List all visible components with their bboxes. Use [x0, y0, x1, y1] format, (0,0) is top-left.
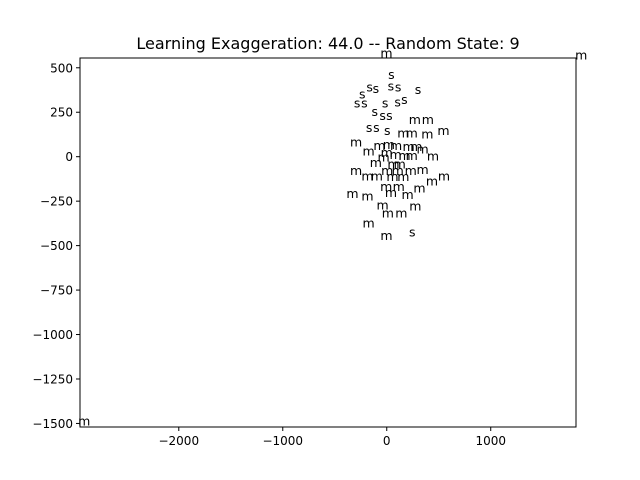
x-tick-label: −1000 — [262, 434, 303, 448]
y-tick-label: −250 — [40, 195, 73, 209]
data-point-label: m — [386, 169, 398, 184]
data-point-label: s — [394, 94, 401, 109]
data-point-label: m — [78, 414, 90, 429]
data-point-label: m — [373, 138, 385, 153]
data-point-label: m — [361, 168, 373, 183]
data-point-label: m — [380, 228, 392, 243]
data-point-label: m — [402, 139, 414, 154]
x-tick-label: 0 — [383, 434, 391, 448]
data-point-label: m — [426, 174, 438, 189]
data-point-label: s — [361, 95, 368, 110]
data-point-label: m — [397, 169, 409, 184]
data-point-label: m — [370, 155, 382, 170]
data-point-label: m — [362, 143, 374, 158]
data-point-label: m — [410, 139, 422, 154]
data-point-label: m — [390, 138, 402, 153]
data-point-label: m — [417, 162, 429, 177]
data-point-label: m — [406, 148, 418, 163]
y-tick-label: 0 — [65, 150, 73, 164]
data-point-label: m — [383, 137, 395, 152]
data-point-label: m — [398, 148, 410, 163]
x-axis: −2000 −1000 0 1000 — [158, 427, 506, 448]
data-point-label: s — [366, 120, 373, 135]
data-point-label: m — [378, 150, 390, 165]
data-point-label: m — [438, 168, 450, 183]
data-point-label: m — [362, 215, 374, 230]
data-point-label: m — [395, 206, 407, 221]
data-point-label: s — [373, 81, 380, 96]
y-tick-label: −1250 — [32, 372, 73, 386]
data-point-label: s — [359, 86, 366, 101]
data-point-label: s — [415, 82, 422, 97]
data-point-label: m — [393, 179, 405, 194]
data-point-label: m — [380, 46, 392, 61]
data-point-label: m — [392, 163, 404, 178]
data-point-label: m — [380, 179, 392, 194]
y-tick-label: −1500 — [32, 417, 73, 431]
data-point-label: m — [350, 163, 362, 178]
data-point-label: m — [413, 181, 425, 196]
data-point-label: m — [422, 112, 434, 127]
data-point-label: m — [575, 47, 587, 62]
data-point-label: m — [397, 126, 409, 141]
data-point-label: s — [409, 224, 416, 239]
data-point-label: s — [379, 108, 386, 123]
data-point-label: m — [405, 163, 417, 178]
data-point-label: s — [366, 79, 373, 94]
y-tick-label: 500 — [50, 61, 73, 75]
plot-area-frame — [79, 57, 577, 428]
data-point-label: m — [406, 126, 418, 141]
data-point-label: m — [371, 168, 383, 183]
y-tick-label: −750 — [40, 284, 73, 298]
data-point-label: s — [382, 95, 389, 110]
data-point-label: m — [401, 187, 413, 202]
data-point-label: s — [388, 78, 395, 93]
data-point-label: m — [409, 198, 421, 213]
y-tick-label: 250 — [50, 106, 73, 120]
data-point-label: s — [372, 104, 379, 119]
x-tick-label: 1000 — [475, 434, 506, 448]
data-point-label: s — [384, 123, 391, 138]
data-point-label: m — [346, 186, 358, 201]
y-axis: 500 250 0 −250 −500 −750 −1000 −1250 −1500 — [32, 61, 80, 431]
data-point-label: m — [394, 157, 406, 172]
data-point-label: m — [409, 112, 421, 127]
data-point-label: m — [350, 134, 362, 149]
data-point-label: m — [381, 163, 393, 178]
data-point-label: m — [381, 145, 393, 160]
data-point-label: s — [388, 67, 395, 82]
x-tick-label: −2000 — [158, 434, 199, 448]
data-point-label: m — [361, 189, 373, 204]
data-point-label: m — [385, 185, 397, 200]
data-point-label: s — [386, 108, 393, 123]
data-point-label: s — [395, 79, 402, 94]
data-point-label: m — [417, 142, 429, 157]
data-point-label: m — [382, 206, 394, 221]
data-point-label: s — [401, 92, 408, 107]
data-point-label: s — [373, 120, 380, 135]
data-point-label: m — [437, 123, 449, 138]
data-point-label: m — [376, 198, 388, 213]
chart-title: Learning Exaggeration: 44.0 -- Random St… — [136, 34, 519, 53]
data-point-label: s — [354, 95, 361, 110]
data-point-label: m — [389, 147, 401, 162]
data-point-label: m — [387, 157, 399, 172]
data-point-label: m — [427, 149, 439, 164]
y-tick-label: −500 — [40, 239, 73, 253]
data-point-label: m — [421, 126, 433, 141]
y-tick-label: −1000 — [32, 328, 73, 342]
